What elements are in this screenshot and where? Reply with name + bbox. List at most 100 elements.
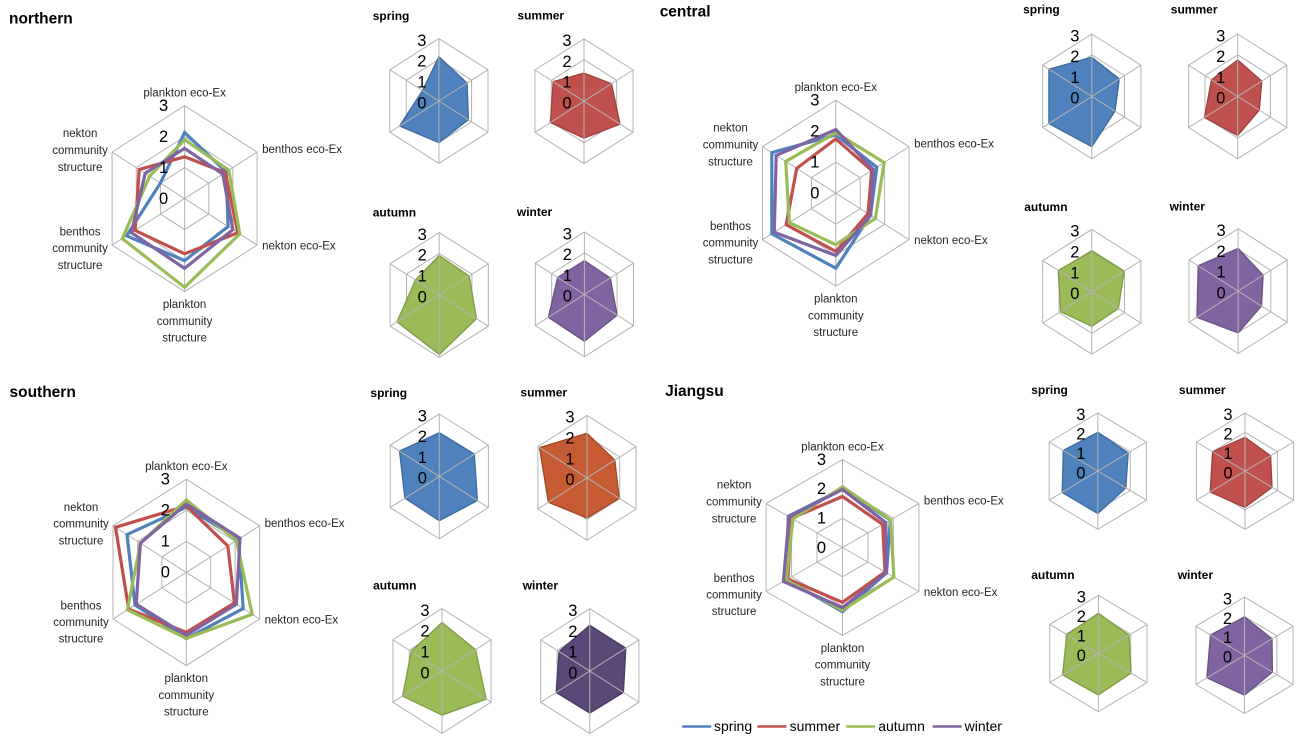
svg-text:winter: winter — [964, 718, 1003, 734]
svg-text:2: 2 — [1223, 426, 1232, 444]
svg-text:0: 0 — [420, 664, 429, 682]
svg-text:2: 2 — [161, 502, 170, 520]
svg-text:1: 1 — [161, 533, 170, 551]
svg-text:2: 2 — [1070, 244, 1079, 262]
svg-text:autumn: autumn — [1031, 568, 1074, 582]
svg-text:2: 2 — [417, 53, 426, 71]
svg-text:summer: summer — [520, 386, 567, 400]
svg-text:0: 0 — [1223, 649, 1232, 667]
svg-text:1: 1 — [1223, 445, 1232, 463]
svg-text:2: 2 — [1077, 608, 1086, 626]
svg-text:spring: spring — [1023, 2, 1060, 16]
svg-text:2: 2 — [159, 128, 168, 146]
svg-text:1: 1 — [1076, 445, 1085, 463]
svg-text:community: community — [703, 140, 759, 152]
svg-text:summer: summer — [517, 8, 564, 22]
svg-text:3: 3 — [1070, 27, 1079, 45]
svg-text:summer: summer — [1171, 3, 1218, 17]
svg-text:community: community — [706, 496, 762, 508]
svg-text:2: 2 — [1217, 243, 1226, 261]
svg-text:nekton: nekton — [64, 502, 99, 514]
svg-text:winter: winter — [522, 579, 559, 593]
svg-text:2: 2 — [1216, 48, 1225, 66]
svg-text:benthos eco-Ex: benthos eco-Ex — [924, 496, 1004, 508]
svg-text:benthos eco-Ex: benthos eco-Ex — [914, 139, 994, 151]
svg-text:community: community — [52, 145, 108, 157]
svg-text:nekton: nekton — [63, 128, 98, 140]
svg-text:2: 2 — [563, 246, 572, 264]
svg-text:3: 3 — [1070, 223, 1079, 241]
svg-text:1: 1 — [562, 74, 571, 92]
svg-text:southern: southern — [10, 384, 76, 401]
svg-text:1: 1 — [418, 449, 427, 467]
svg-text:3: 3 — [1223, 590, 1232, 608]
svg-text:1: 1 — [420, 644, 429, 662]
svg-text:plankton: plankton — [821, 643, 864, 655]
svg-text:0: 0 — [417, 94, 426, 112]
svg-text:2: 2 — [1070, 48, 1079, 66]
svg-text:2: 2 — [810, 123, 819, 141]
svg-text:structure: structure — [164, 707, 209, 719]
svg-text:northern: northern — [9, 11, 73, 28]
svg-text:0: 0 — [1070, 285, 1079, 303]
svg-text:3: 3 — [563, 225, 572, 243]
svg-text:nekton eco-Ex: nekton eco-Ex — [265, 615, 339, 627]
svg-text:plankton eco-Ex: plankton eco-Ex — [143, 88, 226, 100]
svg-text:spring: spring — [1031, 383, 1068, 397]
svg-text:0: 0 — [562, 95, 571, 113]
svg-text:autumn: autumn — [878, 718, 925, 734]
svg-text:benthos: benthos — [710, 221, 751, 233]
svg-text:structure: structure — [59, 536, 104, 548]
svg-text:3: 3 — [1077, 589, 1086, 607]
svg-text:0: 0 — [1070, 90, 1079, 108]
svg-text:2: 2 — [562, 53, 571, 71]
svg-text:plankton eco-Ex: plankton eco-Ex — [795, 82, 878, 94]
svg-text:community: community — [53, 617, 109, 629]
svg-text:3: 3 — [562, 32, 571, 50]
svg-text:3: 3 — [1217, 222, 1226, 240]
svg-text:structure: structure — [813, 327, 858, 339]
svg-text:plankton: plankton — [814, 294, 857, 306]
svg-text:plankton: plankton — [165, 673, 208, 685]
svg-text:plankton eco-Ex: plankton eco-Ex — [801, 442, 884, 454]
svg-text:nekton: nekton — [717, 480, 752, 492]
svg-text:3: 3 — [817, 451, 826, 469]
svg-text:0: 0 — [565, 471, 574, 489]
svg-text:1: 1 — [563, 267, 572, 285]
svg-text:3: 3 — [810, 92, 819, 110]
svg-text:0: 0 — [1076, 464, 1085, 482]
svg-text:0: 0 — [568, 664, 577, 682]
svg-text:winter: winter — [1177, 568, 1214, 582]
svg-text:structure: structure — [712, 606, 757, 618]
svg-text:0: 0 — [810, 185, 819, 203]
svg-text:2: 2 — [418, 428, 427, 446]
svg-text:plankton: plankton — [163, 299, 206, 311]
svg-text:structure: structure — [59, 634, 104, 646]
svg-text:1: 1 — [1223, 629, 1232, 647]
svg-text:3: 3 — [161, 471, 170, 489]
svg-text:3: 3 — [159, 97, 168, 115]
svg-text:central: central — [660, 3, 711, 20]
svg-text:nekton eco-Ex: nekton eco-Ex — [924, 587, 998, 599]
svg-text:0: 0 — [161, 564, 170, 582]
svg-text:2: 2 — [1076, 426, 1085, 444]
svg-text:0: 0 — [563, 288, 572, 306]
svg-text:1: 1 — [817, 510, 826, 528]
svg-text:0: 0 — [1217, 284, 1226, 302]
svg-text:structure: structure — [708, 254, 753, 266]
svg-text:0: 0 — [1077, 647, 1086, 665]
svg-text:1: 1 — [417, 74, 426, 92]
svg-text:1: 1 — [565, 450, 574, 468]
svg-text:autumn: autumn — [373, 205, 416, 219]
svg-text:community: community — [52, 243, 108, 255]
svg-text:2: 2 — [418, 247, 427, 265]
svg-text:winter: winter — [516, 205, 553, 219]
svg-text:0: 0 — [1216, 90, 1225, 108]
svg-text:0: 0 — [159, 190, 168, 208]
svg-text:1: 1 — [1070, 264, 1079, 282]
svg-text:2: 2 — [420, 623, 429, 641]
svg-text:2: 2 — [568, 623, 577, 641]
svg-text:1: 1 — [418, 268, 427, 286]
svg-text:structure: structure — [58, 162, 103, 174]
svg-text:3: 3 — [565, 409, 574, 427]
